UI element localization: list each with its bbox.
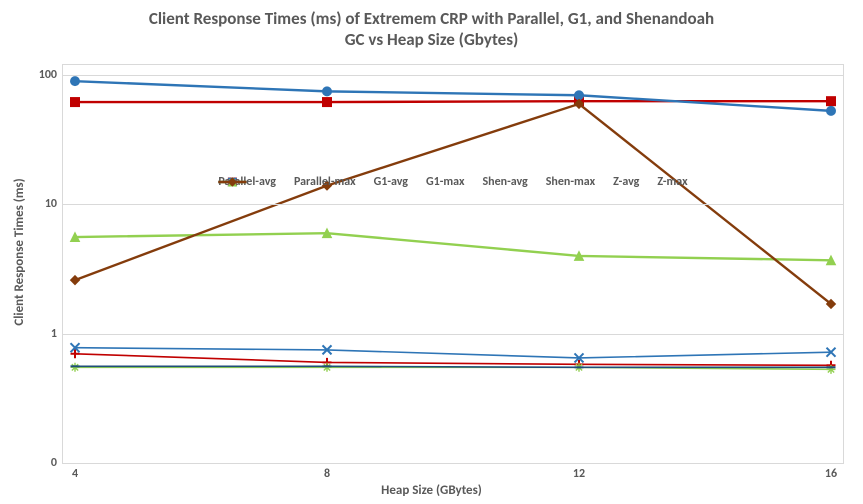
series-marker-shen_avg xyxy=(827,365,836,374)
legend-label: Shen-max xyxy=(546,175,595,189)
x-tick-label: 16 xyxy=(825,463,837,481)
x-tick-label: 4 xyxy=(72,463,78,481)
gridline xyxy=(63,463,843,464)
x-tick-label: 12 xyxy=(573,463,585,481)
legend-item-g1_avg: G1-avg xyxy=(374,175,408,189)
chart-title-line1: Client Response Times (ms) of Extremem C… xyxy=(149,8,714,29)
series-marker-shen_avg xyxy=(323,363,332,372)
legend-item-shen_avg: Shen-avg xyxy=(482,175,527,189)
legend-label: G1-avg xyxy=(374,175,408,189)
legend-swatch-icon xyxy=(218,175,246,189)
series-line-g1_avg xyxy=(75,348,831,358)
y-tick-label: 100 xyxy=(39,68,63,82)
series-marker-parallel_max xyxy=(323,98,332,107)
series-marker-parallel_max xyxy=(827,97,836,106)
legend: Parallel-avgParallel-maxG1-avgG1-maxShen… xyxy=(218,175,687,189)
y-tick-label: 1 xyxy=(51,327,63,341)
legend-item-g1_max: G1-max xyxy=(426,175,465,189)
legend-label: Z-max xyxy=(657,175,687,189)
gridline xyxy=(63,75,843,76)
legend-label: G1-max xyxy=(426,175,465,189)
series-marker-z_max xyxy=(71,276,80,285)
series-marker-g1_max xyxy=(323,87,332,96)
legend-label: Z-avg xyxy=(613,175,639,189)
legend-item-shen_max: Shen-max xyxy=(546,175,595,189)
series-marker-g1_max xyxy=(575,91,584,100)
series-marker-g1_max xyxy=(71,77,80,86)
plot-svg xyxy=(63,65,843,463)
legend-item-parallel_max: Parallel-max xyxy=(294,175,356,189)
chart-title-line2: GC vs Heap Size (Gbytes) xyxy=(345,29,519,50)
y-tick-label: 0 xyxy=(51,456,63,470)
gridline xyxy=(63,204,843,205)
chart-container: Client Response Times (ms) of Extremem C… xyxy=(0,0,863,504)
series-marker-g1_max xyxy=(827,106,836,115)
chart-title: Client Response Times (ms) of Extremem C… xyxy=(0,8,863,51)
x-axis-label: Heap Size (GBytes) xyxy=(381,483,482,498)
legend-label: Parallel-max xyxy=(294,175,356,189)
series-marker-shen_avg xyxy=(71,363,80,372)
y-axis-label: Client Response Times (ms) xyxy=(12,178,27,325)
y-tick-label: 10 xyxy=(45,197,63,211)
legend-item-z_max: Z-max xyxy=(657,175,687,189)
series-line-g1_max xyxy=(75,81,831,111)
series-marker-parallel_max xyxy=(71,98,80,107)
gridline xyxy=(63,334,843,335)
legend-label: Shen-avg xyxy=(482,175,527,189)
legend-item-z_avg: Z-avg xyxy=(613,175,639,189)
plot-area: 0110100481216Parallel-avgParallel-maxG1-… xyxy=(62,64,844,464)
series-line-parallel_max xyxy=(75,101,831,102)
x-tick-label: 8 xyxy=(324,463,330,481)
